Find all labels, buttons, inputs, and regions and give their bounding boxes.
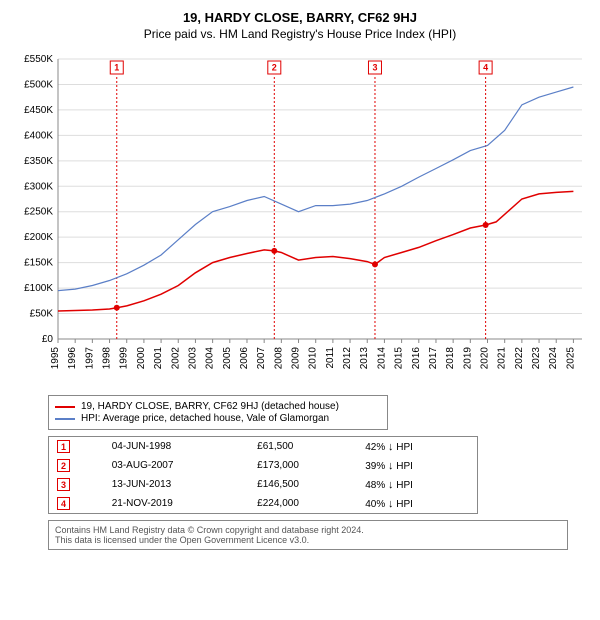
legend-label: HPI: Average price, detached house, Vale… (81, 413, 329, 424)
tx-delta: 48% ↓ HPI (357, 475, 477, 494)
svg-text:£200K: £200K (24, 232, 53, 243)
svg-text:2: 2 (272, 63, 277, 73)
svg-text:1996: 1996 (67, 347, 78, 370)
svg-text:2008: 2008 (273, 347, 284, 370)
svg-text:3: 3 (372, 63, 377, 73)
svg-text:2018: 2018 (445, 347, 456, 370)
svg-text:2015: 2015 (394, 347, 405, 370)
svg-text:1999: 1999 (119, 347, 130, 370)
svg-text:2016: 2016 (411, 347, 422, 370)
footer-line-1: Contains HM Land Registry data © Crown c… (55, 525, 561, 535)
svg-text:2025: 2025 (565, 347, 576, 370)
svg-text:2023: 2023 (531, 347, 542, 370)
svg-text:2000: 2000 (136, 347, 147, 370)
svg-text:2003: 2003 (187, 347, 198, 370)
legend-item: 19, HARDY CLOSE, BARRY, CF62 9HJ (detach… (55, 401, 381, 412)
tx-delta: 40% ↓ HPI (357, 494, 477, 514)
svg-text:2013: 2013 (359, 347, 370, 370)
tx-delta: 42% ↓ HPI (357, 437, 477, 457)
tx-price: £224,000 (249, 494, 357, 514)
chart-plot: £0 £50K £100K £150K £200K £250K £300K £350K £400… (8, 49, 592, 389)
tx-marker-cell: 1 (49, 437, 104, 457)
transaction-table: 104-JUN-1998£61,50042% ↓ HPI203-AUG-2007… (48, 436, 478, 514)
svg-text:2004: 2004 (205, 347, 216, 370)
svg-text:2006: 2006 (239, 347, 250, 370)
svg-text:2010: 2010 (308, 347, 319, 370)
svg-text:£250K: £250K (24, 207, 53, 218)
svg-text:2024: 2024 (548, 347, 559, 370)
svg-text:2011: 2011 (325, 347, 336, 369)
svg-text:2012: 2012 (342, 347, 353, 370)
tx-date: 04-JUN-1998 (104, 437, 249, 457)
svg-text:2002: 2002 (170, 347, 181, 370)
legend-swatch (55, 418, 75, 420)
tx-date: 13-JUN-2013 (104, 475, 249, 494)
svg-text:£500K: £500K (24, 79, 53, 90)
svg-text:£100K: £100K (24, 283, 53, 294)
svg-text:£350K: £350K (24, 156, 53, 167)
svg-text:1997: 1997 (84, 347, 95, 370)
svg-text:2005: 2005 (222, 347, 233, 370)
tx-price: £173,000 (249, 456, 357, 475)
chart-container: 19, HARDY CLOSE, BARRY, CF62 9HJ Price p… (0, 0, 600, 558)
table-row: 104-JUN-1998£61,50042% ↓ HPI (49, 437, 478, 457)
tx-date: 03-AUG-2007 (104, 456, 249, 475)
svg-text:£50K: £50K (30, 309, 54, 320)
chart-title: 19, HARDY CLOSE, BARRY, CF62 9HJ (8, 10, 592, 25)
svg-text:£400K: £400K (24, 130, 53, 141)
table-row: 203-AUG-2007£173,00039% ↓ HPI (49, 456, 478, 475)
chart-subtitle: Price paid vs. HM Land Registry's House … (8, 27, 592, 41)
footer-attribution: Contains HM Land Registry data © Crown c… (48, 520, 568, 550)
legend-swatch (55, 406, 75, 408)
svg-text:£550K: £550K (24, 54, 53, 65)
svg-text:£0: £0 (42, 334, 54, 345)
svg-text:2020: 2020 (480, 347, 491, 370)
tx-marker-cell: 3 (49, 475, 104, 494)
table-row: 421-NOV-2019£224,00040% ↓ HPI (49, 494, 478, 514)
svg-text:2007: 2007 (256, 347, 267, 370)
tx-date: 21-NOV-2019 (104, 494, 249, 514)
svg-text:2001: 2001 (153, 347, 164, 370)
svg-text:2019: 2019 (462, 347, 473, 370)
svg-text:1: 1 (114, 63, 119, 73)
tx-delta: 39% ↓ HPI (357, 456, 477, 475)
svg-text:£450K: £450K (24, 105, 53, 116)
svg-text:2021: 2021 (497, 347, 508, 370)
svg-text:£300K: £300K (24, 181, 53, 192)
table-row: 313-JUN-2013£146,50048% ↓ HPI (49, 475, 478, 494)
tx-marker-cell: 2 (49, 456, 104, 475)
legend-label: 19, HARDY CLOSE, BARRY, CF62 9HJ (detach… (81, 401, 339, 412)
chart-svg: £0 £50K £100K £150K £200K £250K £300K £350K £400… (8, 49, 592, 389)
svg-text:4: 4 (483, 63, 488, 73)
svg-text:2022: 2022 (514, 347, 525, 370)
legend: 19, HARDY CLOSE, BARRY, CF62 9HJ (detach… (48, 395, 388, 430)
svg-text:1998: 1998 (102, 347, 113, 370)
tx-price: £61,500 (249, 437, 357, 457)
svg-text:2017: 2017 (428, 347, 439, 370)
tx-marker-cell: 4 (49, 494, 104, 514)
footer-line-2: This data is licensed under the Open Gov… (55, 535, 561, 545)
tx-price: £146,500 (249, 475, 357, 494)
svg-text:1995: 1995 (50, 347, 61, 370)
svg-text:2009: 2009 (291, 347, 302, 370)
legend-item: HPI: Average price, detached house, Vale… (55, 413, 381, 424)
svg-text:2014: 2014 (376, 347, 387, 370)
svg-text:£150K: £150K (24, 258, 53, 269)
